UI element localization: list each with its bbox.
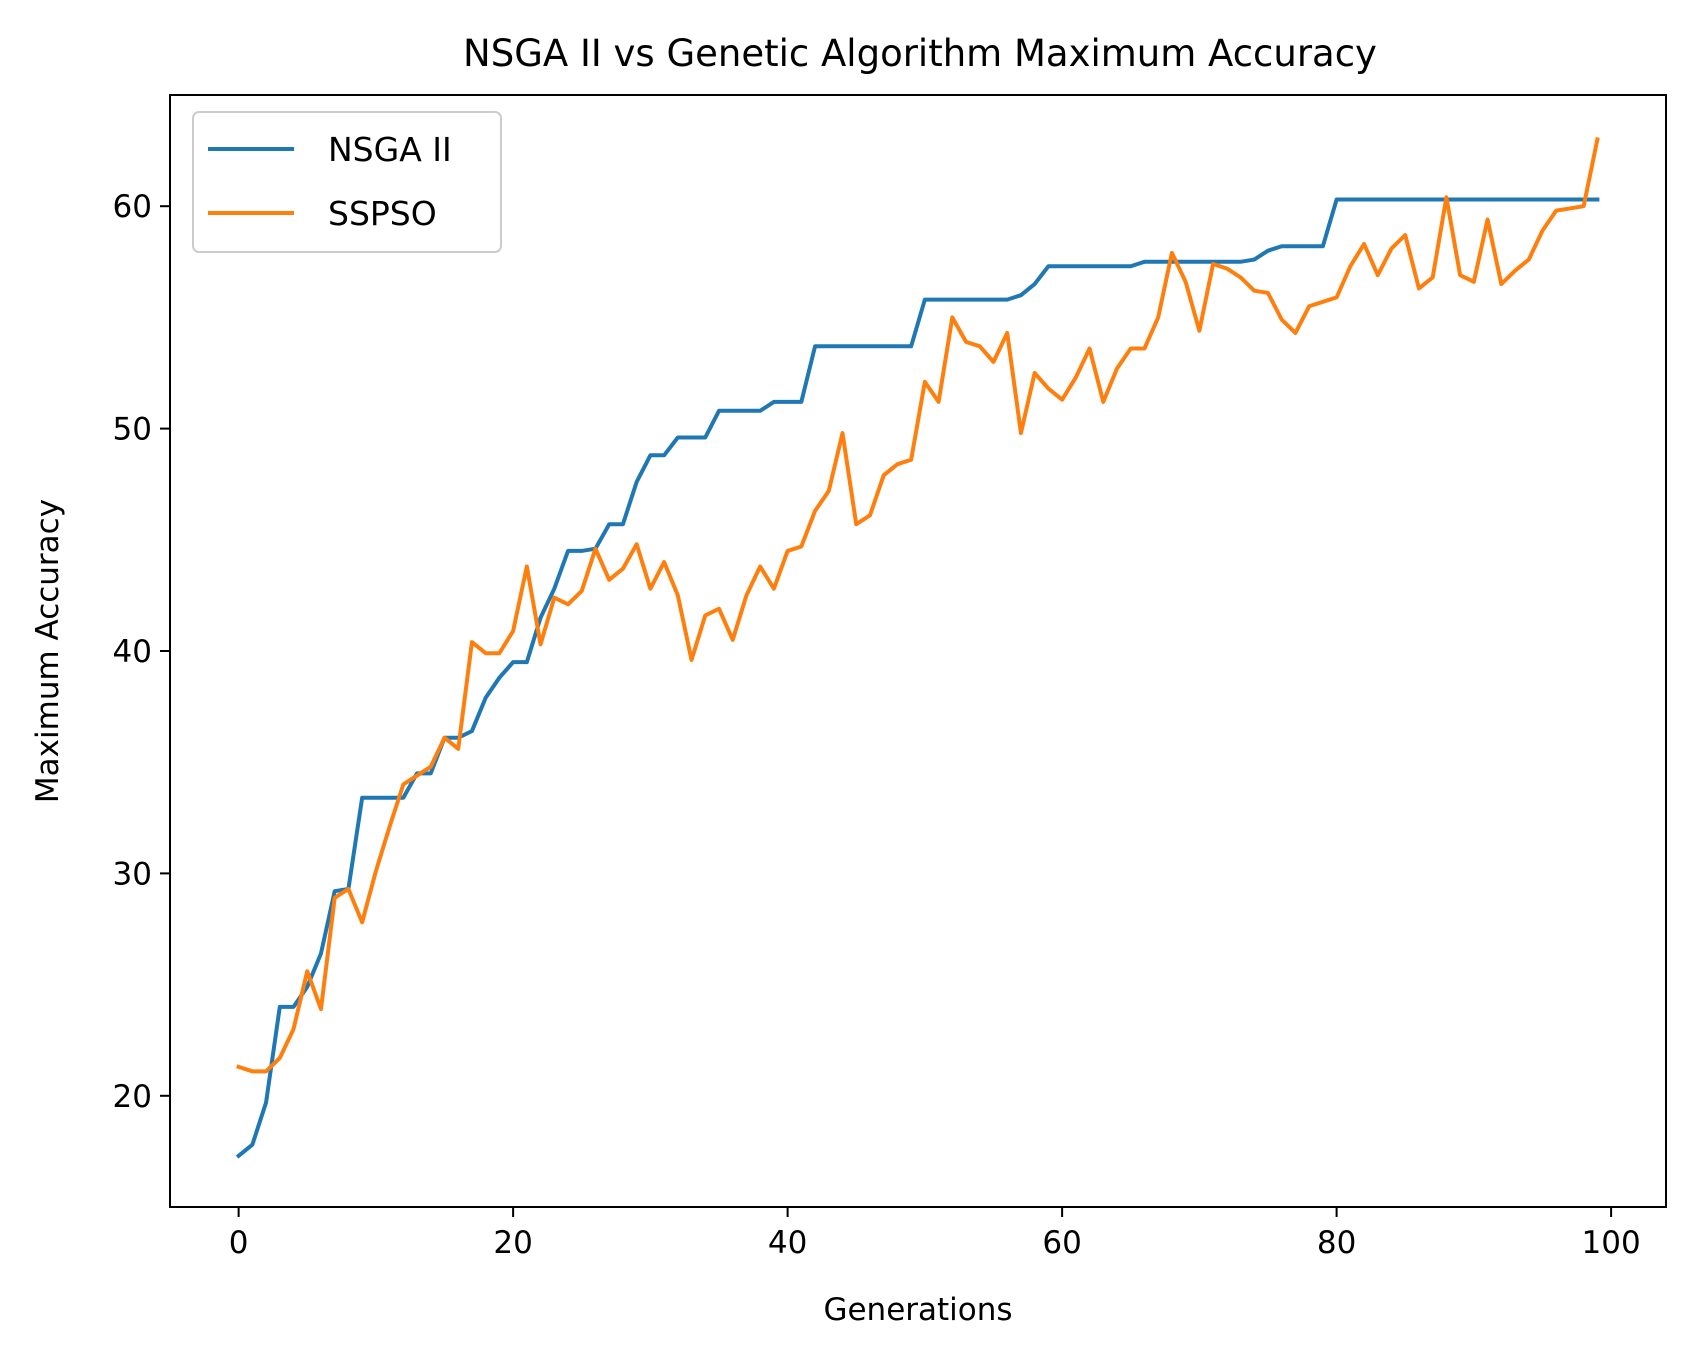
x-tick-label: 60 <box>1042 1225 1081 1261</box>
y-tick-label: 40 <box>113 634 152 670</box>
y-axis-ticks: 20 30 40 50 60 <box>113 189 170 1115</box>
y-tick-label: 30 <box>113 856 152 892</box>
y-tick-label: 60 <box>113 189 152 225</box>
x-tick-label: 100 <box>1582 1225 1641 1261</box>
series-line-nsga-ii <box>235 197 1600 1159</box>
x-axis-ticks: 0 20 40 60 80 100 <box>229 1207 1641 1261</box>
x-tick-label: 0 <box>229 1225 249 1261</box>
x-tick-label: 40 <box>768 1225 807 1261</box>
y-tick-label: 20 <box>113 1079 152 1115</box>
x-axis-label: Generations <box>823 1292 1012 1328</box>
series-line-sspso <box>236 137 1600 1074</box>
x-tick-label: 80 <box>1317 1225 1356 1261</box>
x-tick-label: 20 <box>493 1225 532 1261</box>
series-layer <box>235 137 1600 1159</box>
legend-label-nsga-ii: NSGA II <box>328 130 452 169</box>
chart-title: NSGA II vs Genetic Algorithm Maximum Acc… <box>463 32 1377 75</box>
y-tick-label: 50 <box>113 412 152 448</box>
y-axis-label: Maximum Accuracy <box>30 499 66 803</box>
legend: NSGA II SSPSO <box>192 111 502 253</box>
legend-label-sspso: SSPSO <box>328 194 437 233</box>
